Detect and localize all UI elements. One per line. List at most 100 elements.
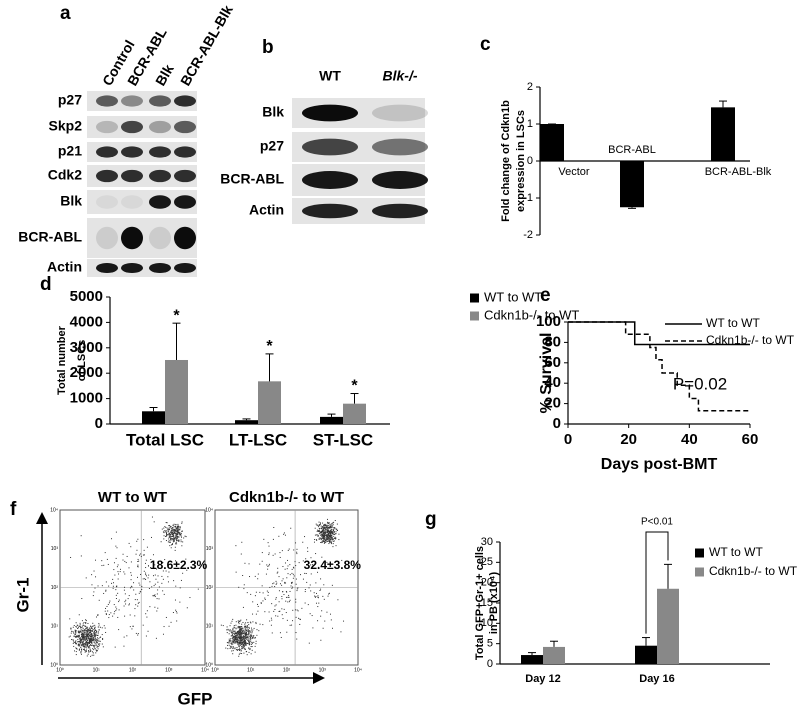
- flow-dot: [94, 635, 96, 637]
- flow-dot: [328, 522, 330, 524]
- flow-dot: [162, 633, 164, 635]
- flow-dot: [142, 578, 144, 580]
- flow-dot: [91, 633, 93, 635]
- flow-dot: [81, 598, 83, 600]
- flow-dot: [316, 592, 318, 594]
- flow-dot: [177, 528, 179, 530]
- flow-dot: [250, 639, 252, 641]
- flow-dot: [128, 603, 130, 605]
- flow-dot: [88, 647, 90, 649]
- flow-dot: [244, 632, 246, 634]
- flow-dot: [241, 541, 243, 543]
- flow-dot: [251, 632, 253, 634]
- y-tick-label: 10: [481, 617, 493, 629]
- panel-label: g: [425, 509, 437, 530]
- flow-dot: [275, 598, 277, 600]
- flow-dot: [234, 642, 236, 644]
- flow-dot: [243, 645, 245, 647]
- flow-dot: [137, 564, 139, 566]
- flow-dot: [232, 628, 234, 630]
- flow-dot: [237, 649, 239, 651]
- flow-dot: [81, 641, 83, 643]
- flow-dot: [154, 583, 156, 585]
- flow-dot: [242, 606, 244, 608]
- flow-dot: [323, 542, 325, 544]
- flow-dot: [137, 558, 139, 560]
- flow-dot: [168, 540, 170, 542]
- flow-dot: [329, 530, 331, 532]
- flow-dot: [331, 531, 333, 533]
- flow-dot: [84, 625, 86, 627]
- flow-dot: [82, 630, 84, 632]
- flow-dot: [283, 533, 285, 535]
- flow-dot: [248, 563, 250, 565]
- flow-dot: [288, 601, 290, 603]
- flow-dot: [234, 637, 236, 639]
- legend-swatch: [470, 311, 479, 321]
- flow-dot: [277, 567, 279, 569]
- flow-dot: [320, 525, 322, 527]
- flow-dot: [142, 554, 144, 556]
- flow-dot: [268, 611, 270, 613]
- flow-dot: [92, 629, 94, 631]
- flow-dot: [94, 629, 96, 631]
- flow-dot: [267, 542, 269, 544]
- flow-dot: [173, 526, 175, 528]
- flow-dot: [241, 639, 243, 641]
- flow-dot: [245, 633, 247, 635]
- blot-strip: [87, 91, 197, 111]
- flow-dot: [322, 529, 324, 531]
- flow-dot: [94, 641, 96, 643]
- flow-dot: [284, 568, 286, 570]
- flow-dot: [83, 649, 85, 651]
- flow-dot: [173, 528, 175, 530]
- flow-dot: [102, 638, 104, 640]
- flow-dot: [169, 533, 171, 535]
- flow-dot: [186, 569, 188, 571]
- flow-dot: [231, 642, 233, 644]
- flow-dot: [175, 534, 177, 536]
- flow-dot: [306, 581, 308, 583]
- flow-dot: [150, 536, 152, 538]
- flow-dot: [328, 543, 330, 545]
- flow-dot: [175, 530, 177, 532]
- flow-dot: [104, 627, 106, 629]
- flow-dot: [232, 632, 234, 634]
- flow-dot: [226, 629, 228, 631]
- flow-dot: [88, 646, 90, 648]
- flow-dot: [319, 529, 321, 531]
- flow-dot: [272, 554, 274, 556]
- flow-dot: [271, 585, 273, 587]
- flow-dot: [288, 596, 290, 598]
- flow-dot: [331, 539, 333, 541]
- flow-dot: [163, 527, 165, 529]
- flow-dot: [320, 615, 322, 617]
- flow-dot: [92, 635, 94, 637]
- flow-dot: [154, 564, 156, 566]
- flow-dot: [287, 601, 289, 603]
- flow-dot: [315, 602, 317, 604]
- flow-dot: [322, 627, 324, 629]
- flow-dot: [81, 634, 83, 636]
- flow-dot: [245, 632, 247, 634]
- flow-dot: [243, 642, 245, 644]
- flow-dot: [128, 604, 130, 606]
- flow-dot: [86, 642, 88, 644]
- flow-dot: [283, 608, 285, 610]
- flow-dot: [234, 638, 236, 640]
- flow-dot: [234, 634, 236, 636]
- flow-dot: [91, 627, 93, 629]
- flow-dot: [235, 632, 237, 634]
- flow-dot: [326, 535, 328, 537]
- flow-dot: [242, 646, 244, 648]
- flow-dot: [327, 529, 329, 531]
- y-axis-label: in PB (x10⁴): [488, 572, 500, 635]
- flow-dot: [326, 536, 328, 538]
- flow-dot: [80, 641, 82, 643]
- flow-dot: [179, 601, 181, 603]
- flow-dot: [248, 624, 250, 626]
- flow-dot: [137, 565, 139, 567]
- flow-dot: [152, 575, 154, 577]
- flow-dot: [315, 523, 317, 525]
- flow-dot: [233, 640, 235, 642]
